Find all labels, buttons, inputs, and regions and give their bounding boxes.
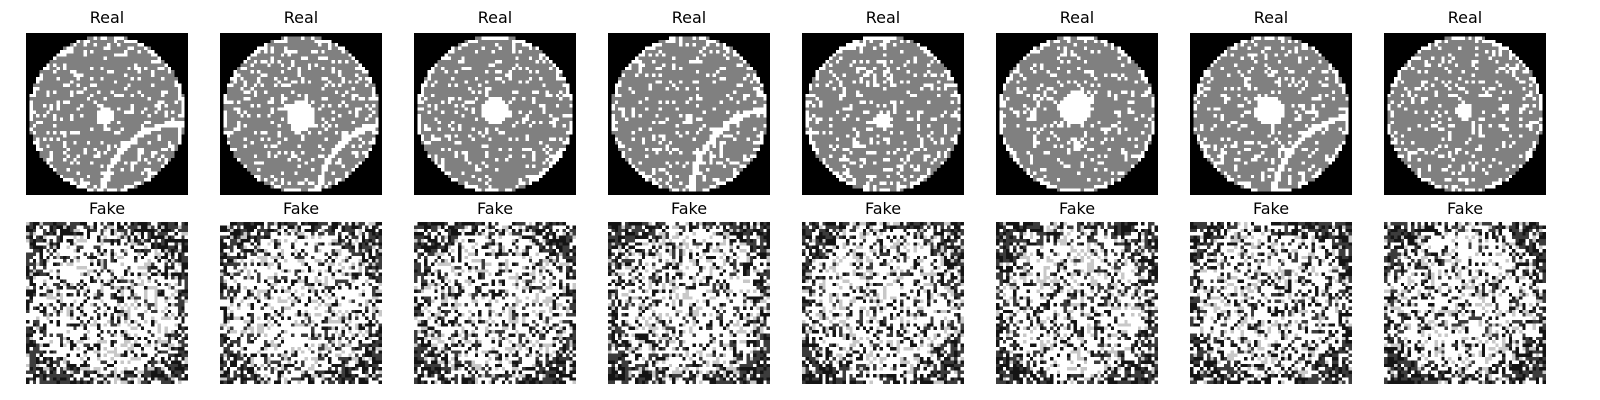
- fake-wafer-map-image: [1190, 222, 1352, 384]
- panel-title: Real: [865, 8, 901, 27]
- panel-title: Real: [283, 8, 319, 27]
- panel-title: Real: [89, 8, 125, 27]
- real-wafer-map-image: [414, 33, 576, 195]
- real-wafer-map-image: [220, 33, 382, 195]
- panel-title: Real: [1253, 8, 1289, 27]
- panel-title: Fake: [864, 199, 902, 218]
- panel-title: Real: [1447, 8, 1483, 27]
- fake-wafer-map-image: [802, 222, 964, 384]
- panel-title: Real: [477, 8, 513, 27]
- real-wafer-map-image: [1190, 33, 1352, 195]
- real-images-row: Real Real Real Real Real Real Real Real: [0, 0, 1600, 195]
- panel-title: Fake: [88, 199, 126, 218]
- fake-wafer-map-image: [26, 222, 188, 384]
- panel-title: Fake: [1446, 199, 1484, 218]
- real-wafer-map-image: [608, 33, 770, 195]
- fake-images-row: Fake Fake Fake Fake Fake Fake Fake Fake: [0, 190, 1600, 384]
- fake-wafer-map-image: [414, 222, 576, 384]
- real-wafer-map-image: [1384, 33, 1546, 195]
- panel-title: Fake: [1058, 199, 1096, 218]
- real-wafer-map-image: [26, 33, 188, 195]
- fake-wafer-map-image: [608, 222, 770, 384]
- fake-wafer-map-image: [1384, 222, 1546, 384]
- fake-wafer-map-image: [996, 222, 1158, 384]
- panel-title: Fake: [1252, 199, 1290, 218]
- panel-title: Real: [1059, 8, 1095, 27]
- panel-title: Real: [671, 8, 707, 27]
- panel-title: Fake: [282, 199, 320, 218]
- real-wafer-map-image: [996, 33, 1158, 195]
- fake-wafer-map-image: [220, 222, 382, 384]
- panel-title: Fake: [670, 199, 708, 218]
- real-wafer-map-image: [802, 33, 964, 195]
- panel-title: Fake: [476, 199, 514, 218]
